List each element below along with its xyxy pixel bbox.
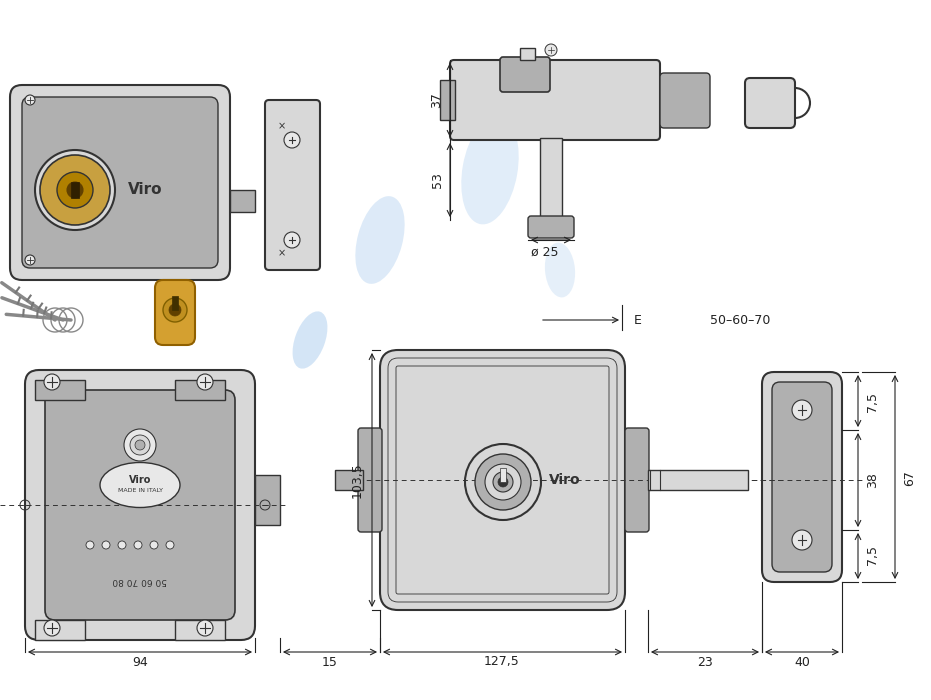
Bar [440, 80, 455, 120]
Text: 37: 37 [430, 92, 443, 108]
Circle shape [44, 374, 60, 390]
Ellipse shape [461, 116, 519, 225]
FancyBboxPatch shape [380, 350, 625, 610]
Circle shape [284, 232, 300, 248]
Bar [175, 620, 225, 640]
Circle shape [25, 95, 35, 105]
Bar [500, 468, 506, 482]
Text: 7,5: 7,5 [867, 545, 880, 565]
FancyBboxPatch shape [25, 370, 255, 640]
Bar [540, 138, 562, 220]
FancyBboxPatch shape [762, 372, 842, 582]
Bar [71, 182, 79, 198]
Circle shape [35, 150, 115, 230]
Bar [648, 470, 748, 490]
Circle shape [135, 440, 145, 450]
Text: ø 25: ø 25 [532, 246, 559, 258]
Text: 38: 38 [867, 472, 880, 488]
FancyBboxPatch shape [500, 57, 550, 92]
Text: 127,5: 127,5 [484, 655, 519, 668]
FancyBboxPatch shape [528, 216, 574, 238]
Circle shape [166, 541, 174, 549]
Circle shape [792, 530, 812, 550]
Text: MADE IN ITALY: MADE IN ITALY [117, 487, 163, 493]
Circle shape [284, 132, 300, 148]
Text: Viro: Viro [549, 473, 581, 487]
Circle shape [163, 298, 187, 322]
Circle shape [150, 541, 158, 549]
FancyBboxPatch shape [450, 60, 660, 140]
Text: 7,5: 7,5 [867, 392, 880, 412]
Circle shape [169, 304, 181, 316]
Text: ×: × [278, 121, 286, 131]
FancyBboxPatch shape [625, 428, 649, 532]
FancyBboxPatch shape [772, 382, 832, 572]
FancyBboxPatch shape [155, 280, 195, 345]
Circle shape [40, 155, 110, 225]
Ellipse shape [545, 243, 575, 298]
Circle shape [44, 620, 60, 636]
Circle shape [493, 472, 513, 492]
FancyBboxPatch shape [745, 78, 795, 128]
Bar [35, 380, 85, 400]
Circle shape [475, 454, 531, 510]
Bar [175, 380, 225, 400]
Text: 23: 23 [697, 655, 713, 668]
Bar [335, 470, 363, 490]
Text: ×: × [278, 248, 286, 258]
Circle shape [465, 444, 541, 520]
FancyBboxPatch shape [22, 97, 218, 268]
Circle shape [130, 435, 150, 455]
Text: 50 60 70 80: 50 60 70 80 [113, 575, 168, 584]
Text: Viro: Viro [128, 183, 162, 197]
FancyBboxPatch shape [358, 428, 382, 532]
Circle shape [25, 255, 35, 265]
Text: 67: 67 [903, 470, 916, 486]
Circle shape [118, 541, 126, 549]
Bar [255, 475, 280, 525]
Circle shape [197, 374, 213, 390]
FancyBboxPatch shape [10, 85, 230, 280]
Text: 40: 40 [794, 655, 810, 668]
Ellipse shape [292, 312, 328, 369]
Text: 15: 15 [322, 655, 338, 668]
Text: 53: 53 [430, 172, 443, 188]
Bar [35, 620, 85, 640]
FancyBboxPatch shape [660, 73, 710, 128]
Bar [172, 296, 178, 310]
Text: 94: 94 [132, 655, 148, 668]
Circle shape [197, 620, 213, 636]
Ellipse shape [100, 463, 180, 508]
FancyBboxPatch shape [45, 390, 235, 620]
Circle shape [485, 464, 521, 500]
Bar [520, 48, 535, 60]
Circle shape [498, 477, 508, 487]
Circle shape [134, 541, 142, 549]
Circle shape [67, 182, 83, 198]
Circle shape [124, 429, 156, 461]
Ellipse shape [356, 196, 405, 284]
Text: 103,5: 103,5 [350, 462, 363, 498]
Circle shape [545, 44, 557, 56]
Text: 50–60–70: 50–60–70 [709, 314, 770, 326]
Circle shape [102, 541, 110, 549]
Circle shape [57, 172, 93, 208]
Text: Viro: Viro [128, 475, 151, 485]
Text: E: E [634, 314, 642, 326]
Circle shape [792, 400, 812, 420]
FancyBboxPatch shape [265, 100, 320, 270]
Circle shape [86, 541, 94, 549]
Bar [230, 190, 255, 212]
